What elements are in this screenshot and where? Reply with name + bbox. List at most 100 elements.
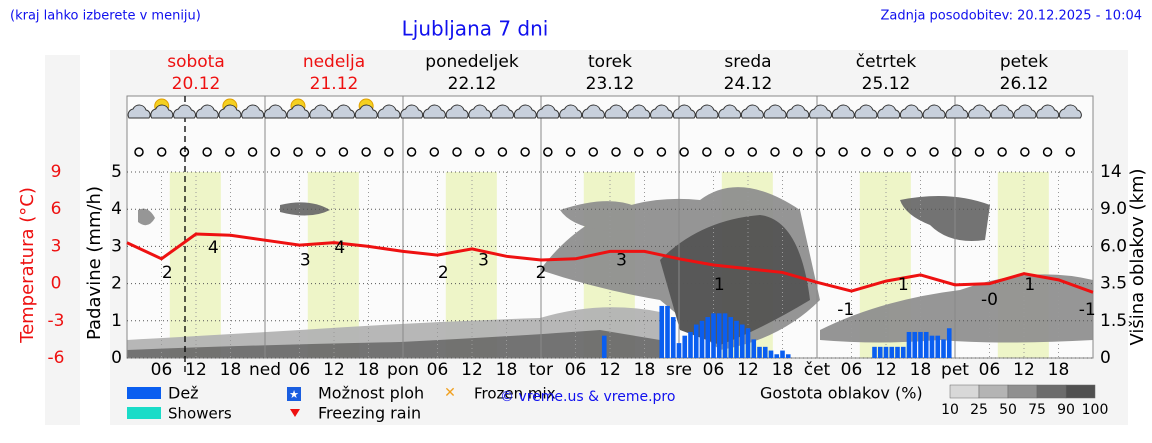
wind-symbol (679, 147, 689, 157)
precip-bar (768, 350, 774, 358)
precip-bar (918, 331, 923, 358)
wind-symbol (270, 147, 281, 157)
updated: Zadnja posodobitev: 20.12.2025 - 10:04 (880, 9, 1142, 24)
cloud (945, 104, 969, 119)
wind-symbol (134, 147, 144, 157)
precip-bar (900, 346, 906, 358)
weather-icon (899, 104, 923, 119)
day-date: 26.12 (1000, 74, 1049, 94)
wind-symbol (929, 147, 939, 157)
cloud (536, 104, 560, 119)
cloud (127, 104, 151, 119)
wind-symbol (883, 147, 894, 157)
x-tick-label: tor (529, 360, 553, 380)
wind-symbol (406, 147, 417, 157)
legend-label: Showers (168, 405, 232, 423)
y-tick-label: 4 (111, 199, 122, 219)
wind-symbol (861, 147, 871, 157)
cloud-scale-title: Gostota oblakov (%) (760, 384, 923, 403)
cloud-blob (127, 330, 660, 358)
cloud-scale-swatch (1007, 384, 1038, 399)
temp-tick-label: -6 (48, 348, 65, 368)
precip-bar (665, 305, 670, 358)
cloud-scale-tick: 10 (941, 402, 959, 418)
wind-symbol (361, 147, 371, 157)
temp-label: 3 (478, 250, 489, 270)
x-tick-label: pon (387, 360, 419, 380)
cloud (718, 104, 742, 119)
weather-icon (990, 104, 1014, 119)
title: Ljubljana 7 dni (402, 17, 549, 41)
cloud (241, 104, 265, 119)
temp-tick-label: 6 (51, 199, 62, 219)
wind-symbol (633, 147, 644, 157)
wind-symbol (543, 147, 553, 157)
cloud (763, 104, 787, 119)
weather-icon (173, 104, 196, 119)
precip-bar (711, 313, 716, 358)
weather-icon (809, 104, 832, 119)
day-date: 20.12 (172, 74, 221, 94)
cloud (445, 104, 469, 119)
day-name: četrtek (856, 52, 917, 72)
cloud-blob (660, 215, 810, 345)
legend-star: ★ (289, 388, 299, 401)
temp-label: 1 (1024, 275, 1035, 295)
precip-bar (757, 346, 762, 358)
precip-bar (682, 335, 688, 358)
wind-symbol (338, 147, 349, 157)
cloud (1036, 104, 1060, 119)
temp-label: 4 (208, 238, 219, 258)
cloud (627, 104, 651, 119)
cloud (786, 104, 810, 119)
cloud (559, 104, 583, 119)
cloud-scale-swatch (1036, 384, 1067, 399)
weather-icon (581, 104, 605, 119)
cloud (604, 104, 628, 119)
x-tick-label: ned (249, 360, 281, 380)
wind-symbol (497, 147, 508, 157)
wind-symbol (588, 147, 599, 157)
weather-icon (763, 104, 787, 119)
wind-symbol (384, 147, 394, 157)
temp-tick-label: 0 (51, 274, 62, 294)
wind-symbol (452, 147, 462, 157)
x-tick-label: sre (666, 360, 692, 380)
weather-icon (445, 104, 469, 119)
wind-symbol (315, 147, 326, 157)
weather-icon (740, 104, 764, 119)
cloud-scale-swatch (1065, 384, 1096, 399)
weather-icons (127, 98, 1082, 157)
cloud-density (127, 187, 1093, 358)
x-tick-label: 06 (565, 360, 587, 380)
precip-bar (693, 324, 699, 358)
wind-symbol (792, 147, 803, 157)
cloud (922, 104, 946, 119)
wind-symbol (724, 147, 735, 157)
precip-bar (699, 320, 705, 358)
precip-bar (877, 346, 883, 358)
precip-bar (734, 320, 739, 358)
precip-bar (728, 317, 734, 358)
precip-bar (923, 331, 929, 358)
x-tick-label: 06 (427, 360, 449, 380)
legend-swatch (287, 387, 301, 401)
left-strip (45, 55, 80, 425)
cloud-scale-tick: 50 (999, 402, 1017, 418)
precip-bar (670, 317, 676, 358)
day-name: ponedeljek (425, 52, 519, 72)
weather-icon (1058, 104, 1082, 119)
cloud (400, 104, 424, 119)
precip-bar (601, 335, 607, 358)
weather-icon (241, 104, 265, 119)
weather-icon (354, 98, 378, 119)
y2-tick-label: 3.5 (1100, 274, 1127, 294)
temp-label: 3 (616, 250, 627, 270)
x-tick-label: 06 (703, 360, 725, 380)
cloud (854, 104, 878, 119)
weather-icon (877, 104, 901, 119)
cloud (195, 104, 219, 119)
temp-tick-label: 9 (51, 162, 62, 182)
wind-symbol (225, 147, 235, 157)
wind-symbol (293, 147, 303, 157)
